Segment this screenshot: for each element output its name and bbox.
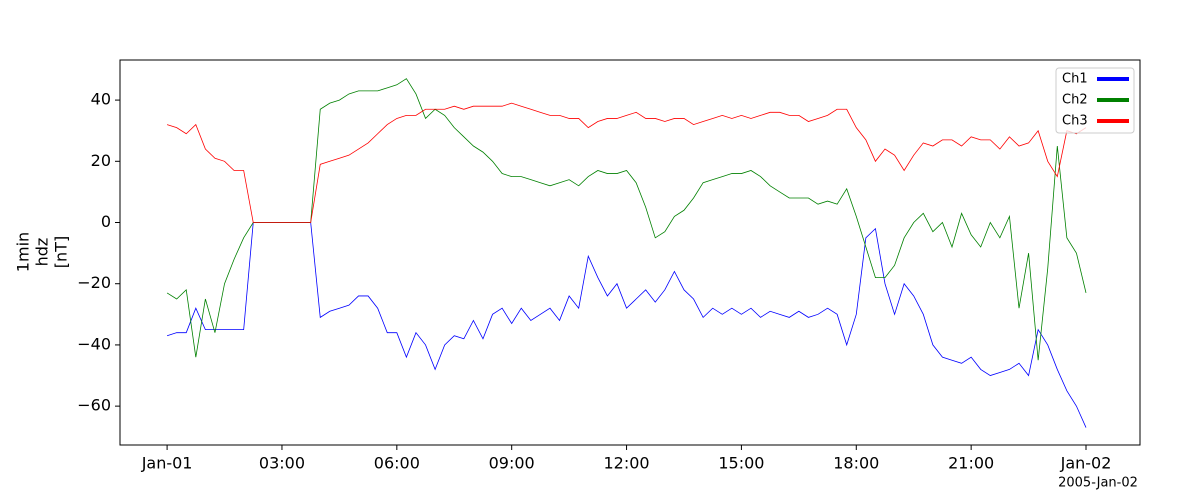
y-axis-label: hdz <box>33 238 52 267</box>
x-offset-label: 2005-Jan-02 <box>1058 476 1138 491</box>
x-tick-label: 18:00 <box>833 454 879 473</box>
y-tick-label: −60 <box>77 396 111 415</box>
y-tick-label: 40 <box>91 90 111 109</box>
x-tick-label: 12:00 <box>603 454 649 473</box>
x-tick-label: 09:00 <box>489 454 535 473</box>
series-line <box>166 78 1087 361</box>
y-axis-label: [nT] <box>52 236 71 268</box>
plot-frame <box>119 59 1141 446</box>
y-tick-label: 20 <box>91 151 111 170</box>
x-tick-label: 15:00 <box>718 454 764 473</box>
series-line <box>166 222 1087 428</box>
y-axis-label: 1min <box>14 232 33 272</box>
x-tick-label: 03:00 <box>259 454 305 473</box>
legend-label: Ch1 <box>1062 72 1088 87</box>
y-tick-label: 0 <box>101 212 111 231</box>
y-tick-label: −40 <box>77 334 111 353</box>
legend-label: Ch3 <box>1062 114 1088 129</box>
x-tick-label: Jan-02 <box>1060 454 1112 473</box>
legend-box <box>1055 67 1135 134</box>
legend-label: Ch2 <box>1062 93 1088 108</box>
x-tick-label: 21:00 <box>948 454 994 473</box>
y-tick-label: −20 <box>77 273 111 292</box>
x-tick-label: Jan-01 <box>141 454 193 473</box>
x-tick-label: 06:00 <box>374 454 420 473</box>
series-line <box>166 102 1087 223</box>
